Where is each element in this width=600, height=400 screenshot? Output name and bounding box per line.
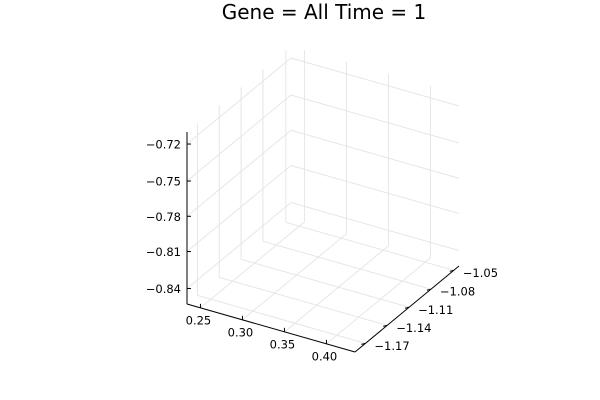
grid-line-z-left (186, 202, 292, 289)
z-axis-ticks: −0.84 −0.81 −0.78 −0.75 −0.72 (146, 138, 191, 296)
grid-line-z-back (290, 202, 460, 252)
x-tick-label: 0.40 (312, 349, 338, 363)
grid-line-y-floor (262, 240, 432, 290)
y-tick-label: −1.08 (440, 285, 475, 299)
z-tick-label: −0.81 (146, 245, 181, 259)
y-axis-ticks: −1.17 −1.14 −1.11 −1.08 −1.05 (361, 266, 498, 353)
y-tick-mark (404, 306, 410, 309)
chart-title: Gene = All Time = 1 (222, 0, 427, 24)
grid-line-y-floor (197, 294, 366, 344)
z-tick-label: −0.84 (146, 282, 181, 296)
grid-line-z-back (290, 57, 460, 107)
x-axis-line (186, 303, 356, 353)
y-tick-label: −1.05 (463, 266, 498, 280)
y-tick-mark (449, 269, 454, 272)
z-tick-label: −0.72 (146, 138, 181, 152)
grid-line-z-left (186, 129, 292, 217)
y-tick-mark (361, 342, 366, 345)
y-axis-line (354, 265, 460, 353)
x-tick-label: 0.35 (270, 337, 296, 351)
x-axis-ticks: 0.25 0.30 0.35 0.40 (186, 303, 338, 363)
y-tick-label: −1.14 (396, 321, 431, 335)
x-tick-label: 0.30 (228, 325, 254, 339)
grid-line-y-floor (240, 258, 410, 308)
grid-line-z-back (290, 94, 460, 144)
grid-line-x-floor (284, 245, 389, 333)
y-tick-label: −1.17 (374, 339, 409, 353)
z-tick-label: −0.78 (146, 210, 181, 224)
grid-line-z-back (290, 129, 460, 179)
grid-line-z-left (186, 57, 292, 145)
x-tick-label: 0.25 (186, 313, 212, 327)
grid-line-z-left (186, 94, 292, 182)
grid-lines (186, 49, 460, 345)
grid-line-y-floor (285, 221, 454, 271)
y-tick-mark (383, 324, 388, 327)
z-tick-label: −0.75 (146, 175, 181, 189)
grid-line-z-back (290, 165, 460, 215)
grid-line-x-floor (200, 221, 305, 309)
grid-line-y-floor (219, 276, 388, 326)
axis-lines (186, 132, 460, 353)
y-tick-label: −1.11 (418, 303, 453, 317)
grid-line-x-floor (242, 233, 347, 321)
grid-line-z-left (186, 165, 292, 252)
grid-line-x-floor (326, 257, 431, 345)
y-tick-mark (426, 288, 432, 291)
